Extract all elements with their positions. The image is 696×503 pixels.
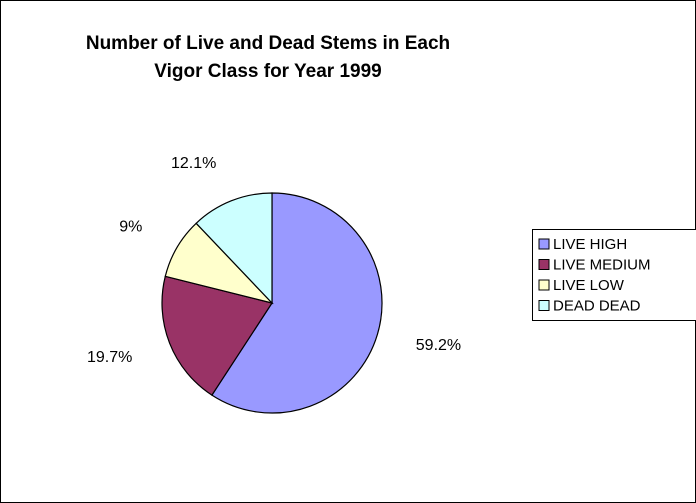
legend-swatch [538,238,550,250]
legend-label: DEAD DEAD [553,297,641,314]
legend-swatch [538,259,550,270]
pie-slice [195,192,273,305]
legend-label: LIVE LOW [553,277,625,294]
data-label: 59.2% [416,337,461,354]
pie-slice [211,192,383,414]
data-label: 19.7% [87,349,132,366]
chart-title: Number of Live and Dead Stems in Each [86,33,450,54]
legend-label: LIVE MEDIUM [553,256,651,273]
data-label: 9% [119,219,142,236]
legend-frame [532,229,696,321]
data-label: 12.1% [171,155,216,172]
legend-label: LIVE HIGH [553,236,627,253]
pie-slice [161,275,273,396]
legend-swatch [538,279,550,291]
chart-title: Vigor Class for Year 1999 [154,61,381,82]
legend: LIVE HIGH LIVE MEDIUM LIVE LOW DEAD DEAD [532,229,696,321]
legend-swatch [538,300,550,311]
pie: 59.2% 19.7% 9% 12.1% [87,155,461,414]
